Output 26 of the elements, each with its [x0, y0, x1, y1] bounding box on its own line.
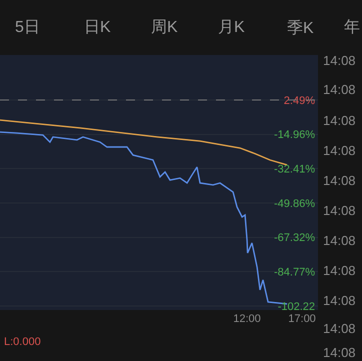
text: 年 — [344, 19, 360, 36]
text: 14:08 — [323, 233, 356, 248]
text: 14:08 — [323, 113, 356, 128]
text: 14:08 — [323, 82, 356, 97]
text: 14:08 — [323, 203, 356, 218]
text: L:0.000 — [4, 336, 41, 348]
y-tick-label: -49.86% — [274, 198, 316, 210]
y-tick-label: -67.32% — [274, 232, 316, 244]
x-tick-label: 12:00 — [233, 313, 261, 325]
text: 14:08 — [323, 53, 356, 68]
y-tick-label: -84.77% — [274, 266, 316, 278]
x-tick-label: 17:00 — [288, 313, 316, 325]
text: 季K — [287, 19, 314, 37]
text: 14:08 — [323, 293, 356, 308]
text: 14:08 — [323, 345, 356, 360]
text: 14:08 — [323, 263, 356, 278]
text: 周K — [151, 19, 178, 36]
text: 14:08 — [323, 321, 356, 336]
y-tick-label: -14.96% — [274, 129, 316, 142]
y-tick-label: -102.22 — [278, 300, 315, 313]
text: 14:08 — [323, 143, 356, 158]
y-tick-label: -32.41% — [274, 164, 316, 176]
text: 5日 — [15, 19, 40, 36]
text: 14:08 — [323, 173, 356, 188]
text: 日K — [84, 19, 111, 36]
text: 月K — [218, 19, 245, 36]
